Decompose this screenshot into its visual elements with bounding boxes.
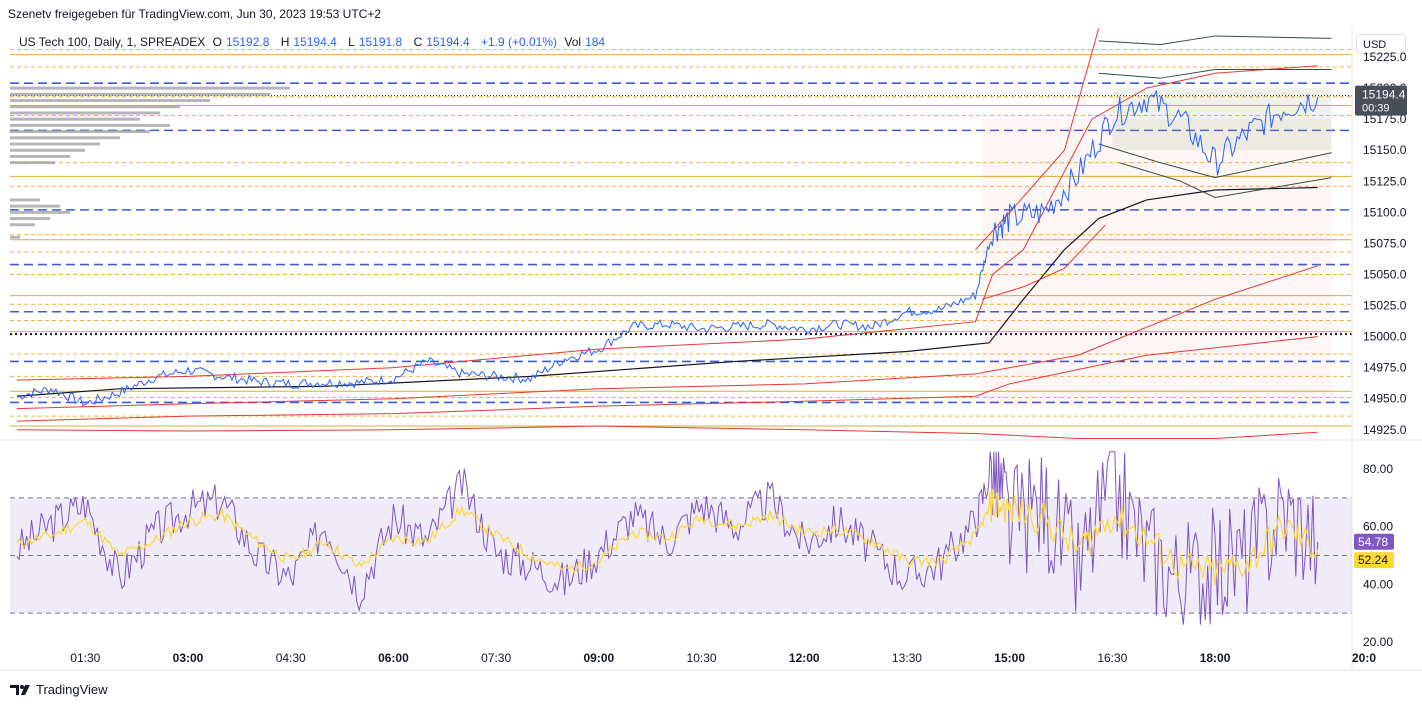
price-tick-label: 15000.0 <box>1363 330 1407 344</box>
rsi-badge <box>1354 533 1394 550</box>
volume-profile-bar <box>10 86 290 90</box>
time-tick-label: 20:0 <box>1352 651 1376 665</box>
volume-profile-bar <box>10 136 120 140</box>
deviation-band <box>16 265 1318 410</box>
time-tick-label: 15:00 <box>994 651 1025 665</box>
high-value: 15194.4 <box>293 35 337 49</box>
rsi-tick-label: 40.00 <box>1363 577 1393 591</box>
deviation-band <box>16 425 1318 439</box>
open-label: O <box>212 35 222 49</box>
channel-line <box>1098 143 1332 179</box>
time-tick-label: 04:30 <box>276 651 306 665</box>
tradingview-logo-icon <box>10 684 30 695</box>
rsi-tick-label: 60.00 <box>1363 520 1393 534</box>
volume-value: 184 <box>585 35 606 49</box>
volume-profile-bar <box>10 210 70 214</box>
price-tick-label: 15225.0 <box>1363 50 1407 64</box>
volume-profile-bar <box>10 99 210 103</box>
price-tick-label: 15075.0 <box>1363 236 1407 250</box>
price-tick-label: 15025.0 <box>1363 299 1407 313</box>
low-value: 15191.8 <box>358 35 403 49</box>
volume-profile-bar <box>10 235 20 239</box>
volume-profile-bar <box>10 198 40 202</box>
change-value: +1.9 (+0.01%) <box>480 35 558 49</box>
volume-profile-bar <box>10 154 70 158</box>
time-tick-label: 12:00 <box>789 651 820 665</box>
last-price-badge-value: 15194.4 <box>1362 88 1406 102</box>
volume-label: Vol <box>564 35 582 49</box>
price-tick-label: 15150.0 <box>1363 143 1407 157</box>
volume-profile-bar <box>10 217 50 221</box>
shaded-zone <box>982 119 1332 405</box>
currency-selector[interactable]: USD <box>1356 34 1406 54</box>
volume-profile-bar <box>10 92 270 96</box>
brand-name: TradingView <box>36 682 108 697</box>
volume-profile-bar <box>10 161 55 165</box>
deviation-band <box>982 224 1106 300</box>
price-tick-label: 15100.0 <box>1363 205 1407 219</box>
vwap-line <box>16 186 1318 397</box>
time-tick-label: 13:30 <box>892 651 922 665</box>
tradingview-logo[interactable]: TradingView <box>10 682 108 697</box>
close-value: 15194.4 <box>426 35 470 49</box>
time-tick-label: 01:30 <box>70 651 100 665</box>
channel-line <box>1098 35 1332 46</box>
rsi-tick-label: 20.00 <box>1363 635 1393 649</box>
time-tick-label: 10:30 <box>687 651 717 665</box>
shared-by-text: Szenetv freigegeben für TradingView.com,… <box>8 7 382 21</box>
volume-profile-bar <box>10 148 85 152</box>
volume-profile-bar <box>10 130 150 134</box>
price-tick-label: 14950.0 <box>1363 392 1407 406</box>
price-tick-label: 15175.0 <box>1363 112 1407 126</box>
deviation-band <box>16 336 1318 422</box>
time-tick-label: 09:00 <box>583 651 614 665</box>
countdown-badge-value: 00:39 <box>1362 103 1390 115</box>
high-label: H <box>280 35 290 49</box>
volume-profile-bar <box>10 105 180 109</box>
volume-profile-bar <box>10 117 140 121</box>
time-tick-label: 03:00 <box>173 651 204 665</box>
price-tick-label: 14925.0 <box>1363 423 1407 437</box>
axes: 14925.0 14950.0 14975.0 15000.0 15025.0 15050… <box>0 26 1422 671</box>
last-price-badge <box>1355 85 1407 116</box>
channel-line <box>1098 68 1332 79</box>
price-tick-label: 14975.0 <box>1363 361 1407 375</box>
deviation-band <box>975 28 1100 250</box>
price-tick-label: 15125.0 <box>1363 174 1407 188</box>
volume-profile-bar <box>10 111 160 115</box>
price-pane <box>10 28 1352 439</box>
ohlc-legend: US Tech 100, Daily, 1, SPREADEX O 15192.8… <box>19 35 613 49</box>
channel-line <box>1119 162 1332 198</box>
volume-profile-bar <box>10 142 100 146</box>
rsi-tick-label: 80.00 <box>1363 462 1393 476</box>
time-tick-label: 18:00 <box>1200 651 1231 665</box>
price-line <box>16 90 1319 407</box>
deviation-band <box>16 65 1318 381</box>
rsi-pane <box>10 451 1352 625</box>
rsi-ma-badge <box>1354 552 1394 569</box>
rsi-badge-value: 54.78 <box>1358 535 1388 549</box>
time-tick-label: 16:30 <box>1097 651 1127 665</box>
green-channel-fill <box>1112 88 1332 151</box>
volume-profile-bar <box>10 223 35 227</box>
symbol-title[interactable]: US Tech 100, Daily, 1, SPREADEX <box>19 35 206 49</box>
open-value: 15192.8 <box>226 35 270 49</box>
rsi-ma-badge-value: 52.24 <box>1358 553 1388 567</box>
price-tick-label: 15050.0 <box>1363 267 1407 281</box>
time-tick-label: 06:00 <box>378 651 409 665</box>
volume-profile-bar <box>10 123 170 127</box>
close-label: C <box>413 35 423 49</box>
low-label: L <box>348 35 355 49</box>
rsi-ma-line <box>16 488 1319 586</box>
volume-profile-bar <box>10 204 60 208</box>
time-tick-label: 07:30 <box>481 651 511 665</box>
